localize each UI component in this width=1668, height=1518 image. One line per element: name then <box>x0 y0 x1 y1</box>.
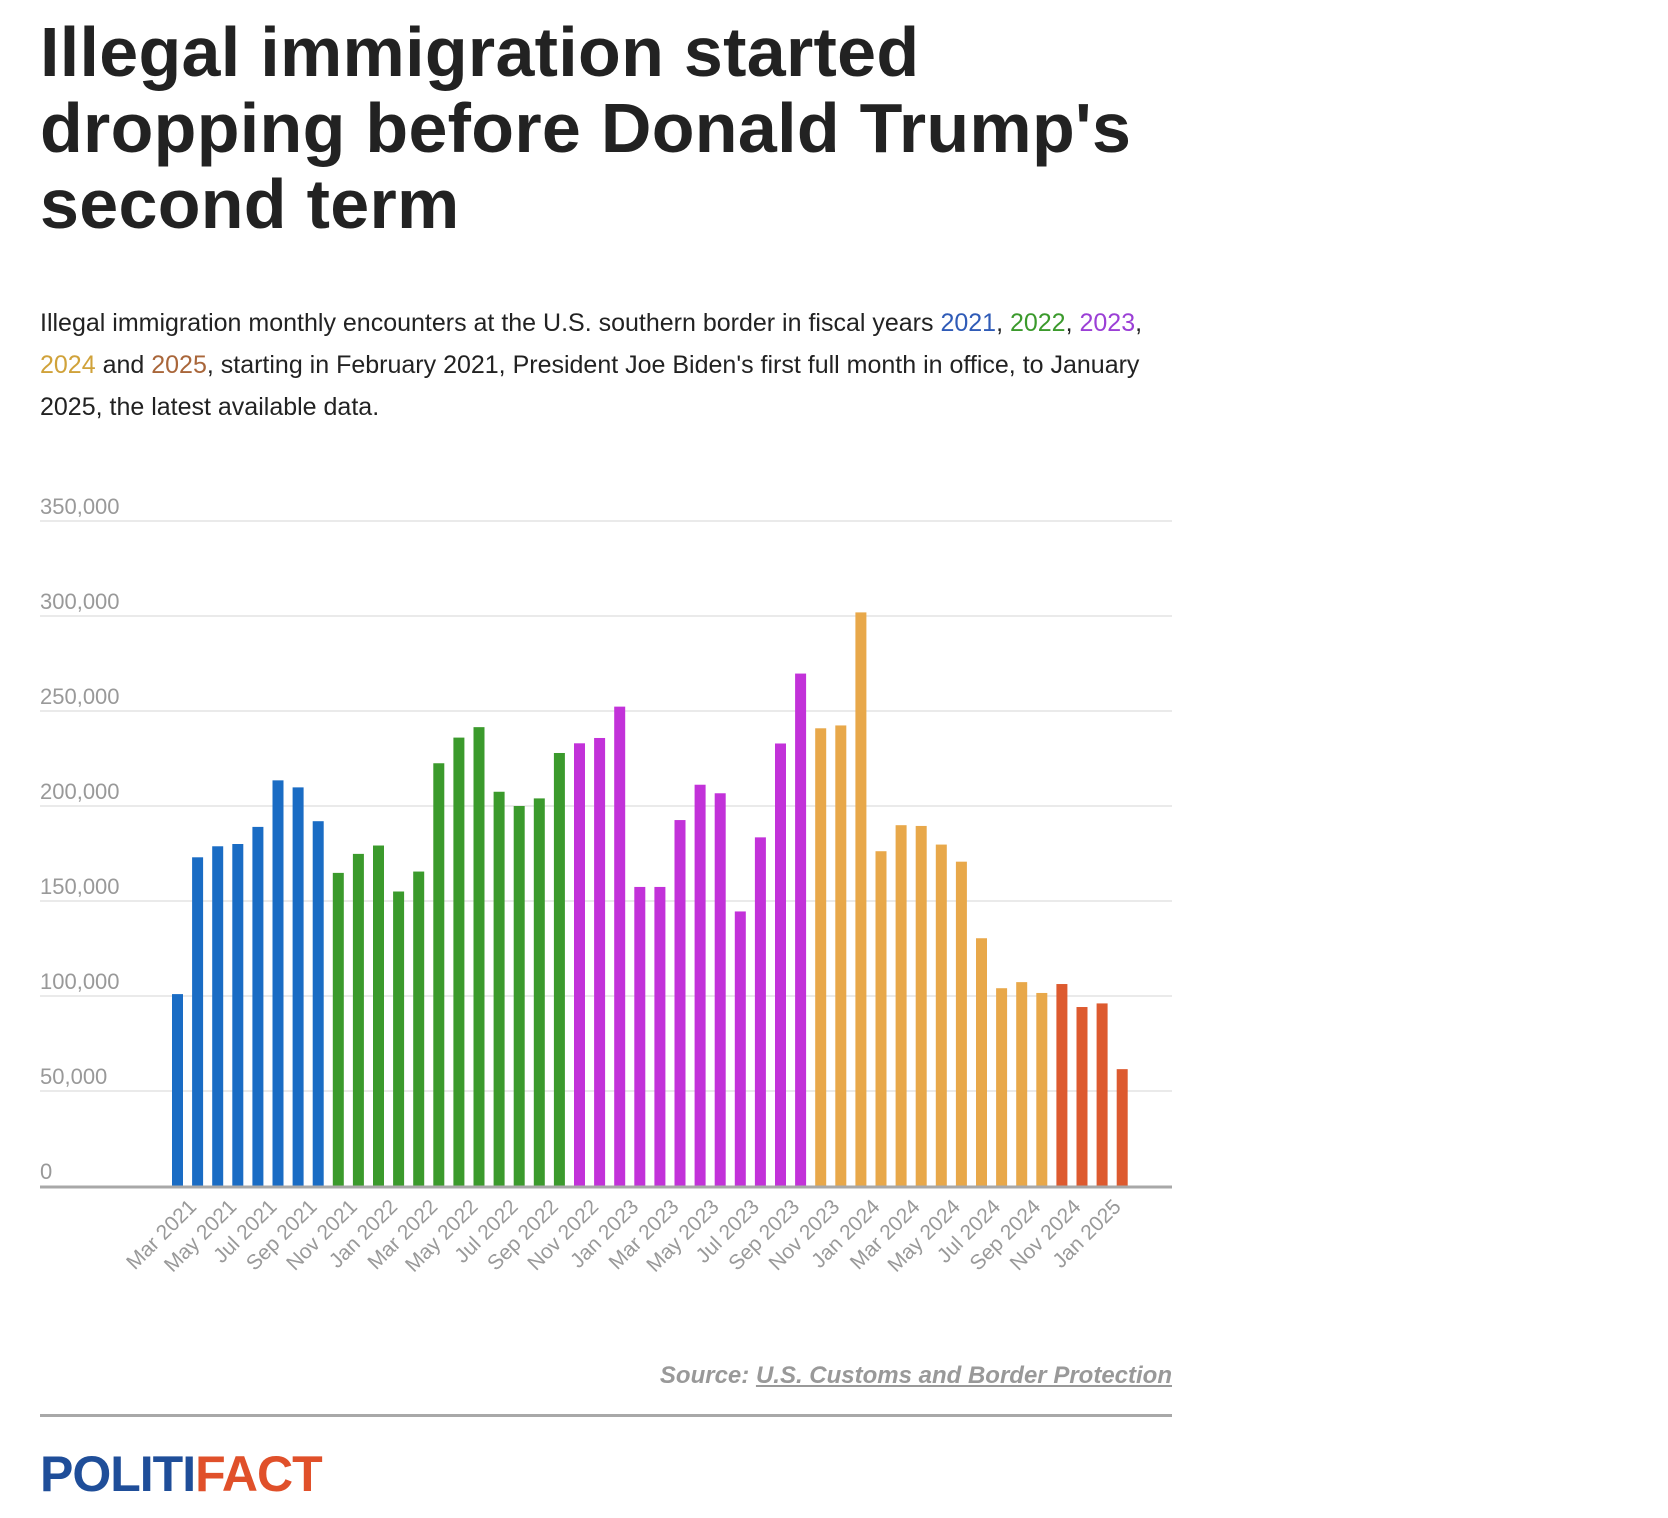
chart-subtitle: Illegal immigration monthly encounters a… <box>40 302 1160 428</box>
bar <box>553 752 565 1186</box>
bar <box>292 787 304 1186</box>
bar <box>1076 1007 1088 1186</box>
y-tick-label: 200,000 <box>40 779 120 804</box>
y-tick-label: 350,000 <box>40 494 120 519</box>
bar <box>433 763 445 1186</box>
year-2022-label: 2022 <box>1009 309 1066 337</box>
year-2021-label: 2021 <box>940 309 997 337</box>
bar <box>393 891 405 1186</box>
logo-part-fact: FACT <box>195 1446 323 1502</box>
bar <box>654 886 666 1186</box>
bar <box>634 886 646 1186</box>
bar <box>815 728 827 1186</box>
year-2025-label: 2025 <box>151 351 207 379</box>
bar <box>1056 984 1068 1186</box>
y-axis-ticks: 0 50,000 100,000 150,000 200,000 250,000 300,0… <box>40 494 120 1184</box>
bar <box>533 798 545 1186</box>
chart-title: Illegal immigration started dropping bef… <box>40 13 1132 243</box>
y-tick-label: 300,000 <box>40 589 120 614</box>
politifact-logo: POLITIFACT <box>40 1446 323 1502</box>
bar <box>694 784 706 1186</box>
bar <box>775 743 786 1186</box>
subtitle-separator: , <box>1065 309 1080 337</box>
bar <box>1036 992 1048 1186</box>
y-tick-label: 250,000 <box>40 684 120 709</box>
footer-divider <box>40 1414 1172 1417</box>
bar <box>976 938 987 1186</box>
year-2024-label: 2024 <box>40 351 96 379</box>
y-tick-label: 150,000 <box>40 874 120 899</box>
bar-chart: 0 50,000 100,000 150,000 200,000 250,000 300,0… <box>40 494 1172 1277</box>
subtitle-text-end: , starting in February 2021, President J… <box>40 351 1140 421</box>
bar <box>674 820 686 1186</box>
logo-part-politi: POLITI <box>40 1446 196 1502</box>
source-link[interactable]: U.S. Customs and Border Protection <box>755 1362 1172 1389</box>
bar <box>1116 1069 1128 1186</box>
subtitle-text: Illegal immigration monthly encounters a… <box>40 309 941 337</box>
y-tick-label: 100,000 <box>40 969 120 994</box>
bar <box>312 821 324 1186</box>
bar <box>935 844 947 1186</box>
bar <box>373 845 384 1186</box>
bar <box>192 857 204 1186</box>
bar <box>714 793 726 1186</box>
bar <box>212 846 224 1186</box>
bar <box>1096 1003 1108 1186</box>
bar <box>513 806 525 1186</box>
bar <box>172 994 183 1186</box>
bar <box>332 872 344 1186</box>
subtitle-and: and <box>95 351 152 379</box>
bar <box>955 861 967 1186</box>
year-2023-label: 2023 <box>1079 309 1136 337</box>
bar <box>915 825 927 1186</box>
bar <box>996 988 1008 1186</box>
bar <box>574 743 585 1186</box>
bar <box>895 825 907 1186</box>
gridlines <box>40 520 1172 1092</box>
bar <box>272 780 284 1186</box>
bar <box>453 737 465 1186</box>
bar <box>493 791 505 1186</box>
bar <box>855 612 867 1186</box>
source-note: Source: U.S. Customs and Border Protecti… <box>660 1362 1172 1390</box>
y-tick-label: 0 <box>40 1159 52 1184</box>
bars <box>172 612 1128 1186</box>
subtitle-separator: , <box>996 309 1010 337</box>
bar <box>1016 982 1028 1186</box>
bar <box>875 851 887 1186</box>
bar <box>252 826 264 1186</box>
bar <box>835 725 847 1186</box>
bar <box>232 844 244 1186</box>
bar <box>413 871 425 1186</box>
bar <box>473 727 485 1186</box>
bar <box>734 911 746 1186</box>
y-tick-label: 50,000 <box>40 1064 107 1089</box>
bar <box>754 837 766 1186</box>
bar <box>352 853 364 1186</box>
source-label: Source: <box>659 1362 756 1389</box>
bar <box>614 706 626 1186</box>
subtitle-separator: , <box>1135 309 1143 337</box>
bar <box>795 673 807 1186</box>
bar <box>594 737 606 1186</box>
